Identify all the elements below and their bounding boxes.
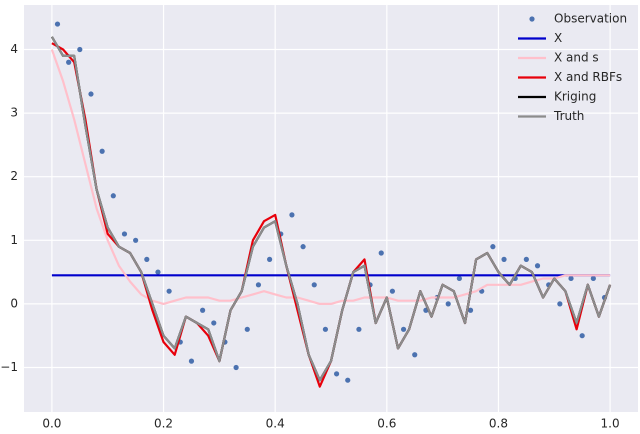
observation-point	[356, 326, 362, 332]
legend-label: Kriging	[554, 90, 596, 104]
y-tick-label: 4	[10, 42, 18, 56]
observation-point	[467, 307, 474, 313]
y-tick-label: 3	[10, 106, 18, 120]
x-tick-label: 0.0	[42, 417, 61, 431]
observation-point	[66, 59, 72, 65]
observation-point	[345, 377, 351, 383]
y-tick-label: −1	[0, 360, 18, 374]
observation-point	[188, 358, 195, 364]
observation-point	[568, 275, 574, 282]
observation-point	[155, 269, 161, 275]
observation-point	[244, 326, 250, 332]
observation-point	[412, 352, 418, 358]
observation-point	[54, 21, 61, 27]
x-tick-label: 0.2	[154, 417, 173, 431]
observation-point	[534, 263, 541, 269]
observation-point	[311, 282, 317, 288]
observation-point	[322, 326, 329, 332]
observation-point	[200, 307, 206, 313]
observation-point	[267, 256, 273, 262]
observation-point	[110, 193, 116, 199]
observation-point	[77, 46, 83, 53]
observation-point	[523, 256, 529, 262]
legend-label: X and s	[554, 51, 599, 65]
y-tick-label: 1	[10, 233, 18, 247]
observation-point	[133, 237, 139, 243]
observation-point	[166, 288, 172, 294]
observation-point	[490, 244, 496, 250]
observation-point	[121, 231, 128, 237]
x-tick-label: 0.4	[266, 417, 285, 431]
legend-label: X and RBFs	[554, 70, 622, 84]
observation-point	[255, 282, 262, 288]
observation-point	[289, 212, 295, 218]
observation-point	[590, 275, 596, 282]
observation-point	[378, 250, 384, 256]
observation-point	[99, 148, 105, 154]
observation-point	[300, 244, 306, 250]
plot-area	[24, 5, 638, 412]
observation-point	[445, 301, 451, 307]
observation-point	[144, 256, 150, 262]
y-tick-label: 2	[10, 169, 18, 183]
observation-point	[211, 320, 217, 326]
legend-label: Observation	[554, 12, 627, 26]
observation-point	[557, 301, 563, 307]
y-tick-label: 0	[10, 296, 18, 310]
observation-point	[501, 256, 507, 262]
x-tick-label: 1.0	[601, 417, 620, 431]
observation-point	[456, 275, 462, 282]
observation-point	[88, 91, 94, 97]
observation-point	[389, 288, 395, 294]
observation-point	[333, 371, 340, 377]
series-line	[50, 49, 611, 305]
series-line	[50, 36, 612, 382]
observation-point	[233, 364, 239, 371]
x-tick-label: 0.8	[489, 417, 508, 431]
observation-point	[400, 326, 407, 332]
legend-marker	[529, 16, 535, 22]
x-tick-label: 0.6	[377, 417, 396, 431]
legend-label: Truth	[553, 109, 584, 123]
legend-label: X	[554, 31, 562, 45]
observation-point	[579, 333, 585, 339]
